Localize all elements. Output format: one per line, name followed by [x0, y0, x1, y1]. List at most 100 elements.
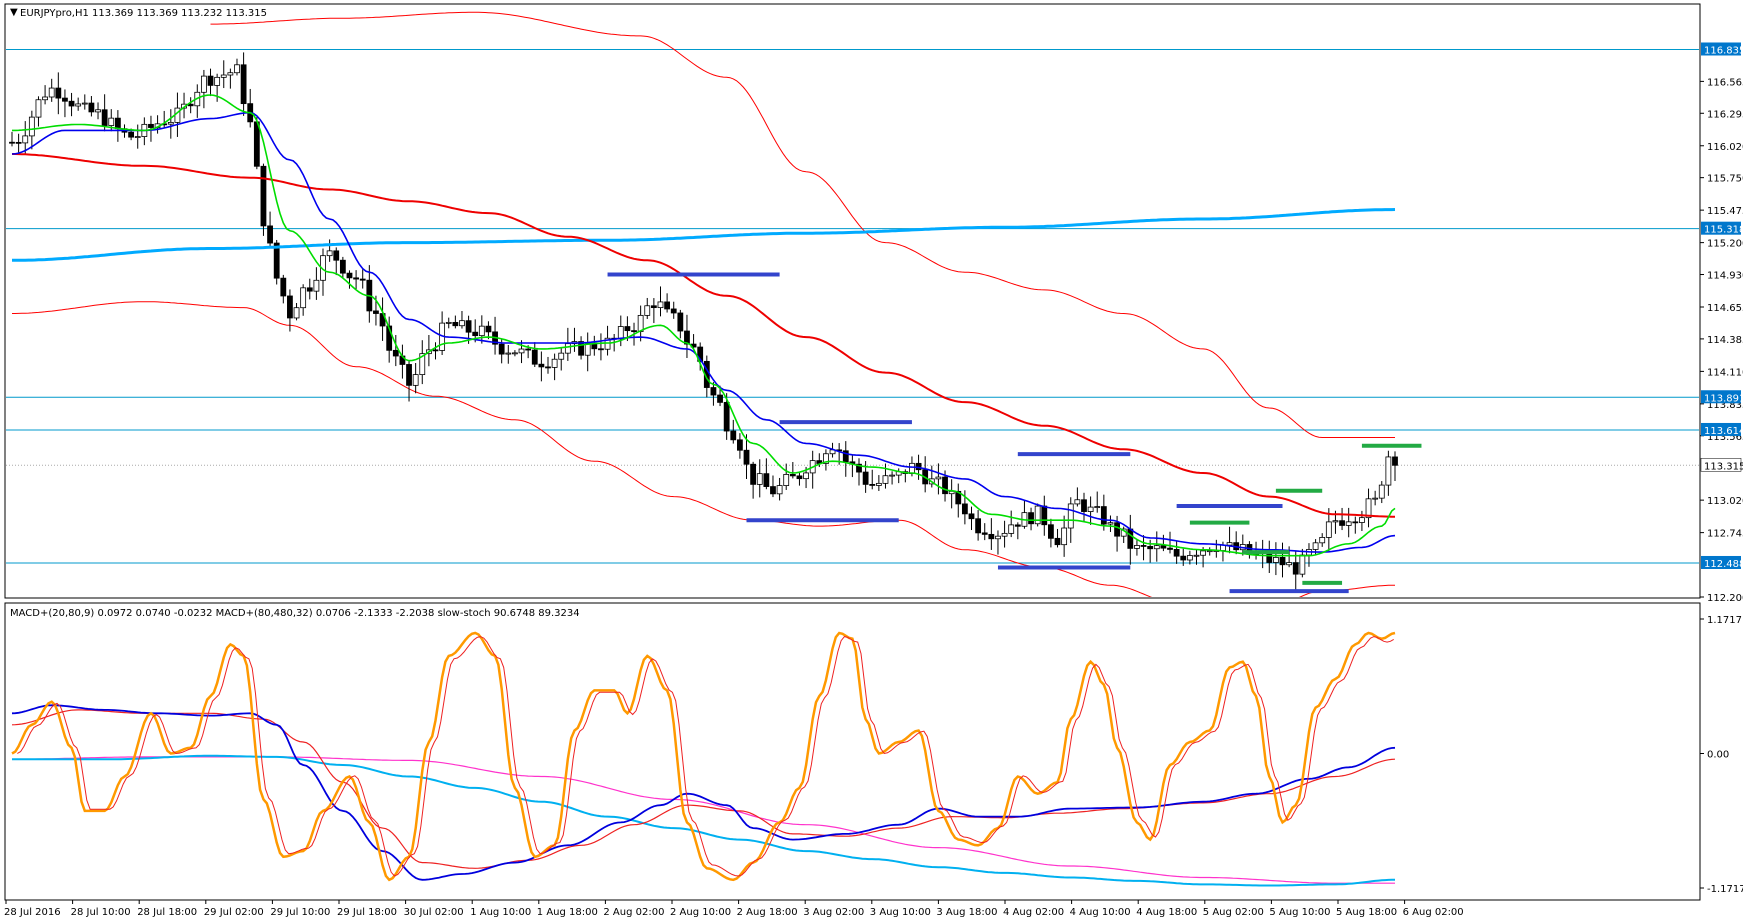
candle-body	[783, 474, 790, 486]
candle-body	[346, 272, 353, 279]
time-tick-label: 2 Aug 18:00	[737, 907, 798, 918]
candle-body	[1226, 542, 1233, 546]
candle-body	[1140, 545, 1147, 547]
time-tick-label: 30 Jul 02:00	[404, 907, 464, 918]
candle-body	[326, 250, 333, 257]
candle-body	[478, 325, 485, 337]
price-tick-label: 113.565	[1707, 432, 1743, 443]
candle-body	[392, 349, 399, 357]
candle-body	[498, 343, 505, 355]
candle-body	[293, 307, 300, 319]
candle-body	[677, 312, 684, 332]
candle-body	[81, 102, 88, 105]
candle-body	[512, 352, 518, 355]
indicator-header: MACD+(20,80,9) 0.0972 0.0740 -0.0232 MAC…	[10, 608, 580, 619]
time-tick-label: 2 Aug 02:00	[603, 907, 664, 918]
candle-body	[1372, 497, 1379, 500]
time-tick-label: 29 Jul 18:00	[337, 907, 397, 918]
candle-body	[128, 131, 135, 138]
candle-body	[35, 99, 42, 118]
level-price-tag-label: 113.891	[1704, 393, 1743, 404]
time-tick-label: 4 Aug 02:00	[1003, 907, 1064, 918]
candle-body	[1352, 521, 1359, 524]
candle-body	[62, 97, 68, 102]
candle-body	[1325, 521, 1332, 538]
candle-body	[22, 135, 29, 144]
candle-body	[988, 533, 995, 540]
candle-body	[1014, 524, 1021, 527]
candle-body	[598, 348, 604, 351]
candle-body	[1127, 528, 1134, 549]
candle-body	[889, 474, 895, 477]
price-tick-label: 116.020	[1707, 142, 1743, 153]
candle-body	[995, 535, 1001, 540]
candle-body	[88, 102, 95, 113]
macd-fast-signal-line	[11, 709, 1396, 869]
level-price-tag	[1701, 221, 1741, 235]
candle-body	[875, 482, 882, 486]
candle-body	[234, 64, 240, 74]
candle-body	[1074, 499, 1081, 505]
candle-body	[339, 259, 346, 274]
candle-body	[796, 475, 803, 480]
candle-body	[882, 475, 889, 484]
candle-body	[406, 364, 412, 386]
candle-body	[1114, 522, 1120, 537]
candle-body	[260, 165, 267, 227]
candle-body	[1034, 505, 1041, 525]
candle-body	[214, 76, 221, 86]
candle-body	[657, 301, 664, 309]
macd-fast-line	[11, 704, 1396, 881]
candle-body	[485, 325, 492, 333]
ema-fast-line	[12, 94, 1396, 557]
main-panel-frame	[4, 3, 1701, 599]
candle-body	[518, 348, 525, 354]
candle-body	[631, 330, 637, 333]
candle-body	[1339, 520, 1345, 526]
candle-body	[1385, 456, 1392, 486]
candle-body	[333, 250, 340, 261]
stoch-signal-line	[17, 636, 1394, 877]
candle-body	[803, 472, 809, 480]
candle-body	[207, 75, 214, 86]
candle-body	[756, 473, 763, 485]
candle-body	[1067, 503, 1074, 529]
candle-body	[280, 277, 287, 297]
candle-body	[909, 462, 915, 474]
candle-body	[1272, 556, 1279, 563]
time-tick-label: 29 Jul 10:00	[270, 907, 330, 918]
candle-body	[730, 430, 737, 441]
candle-body	[1081, 499, 1087, 512]
candle-body	[697, 346, 704, 362]
macd-slow-line	[12, 754, 1395, 887]
level-price-tag-label: 113.614	[1704, 426, 1743, 437]
candle-body	[465, 320, 472, 333]
candle-body	[1392, 456, 1398, 466]
candle-body	[664, 301, 671, 310]
candle-body	[1001, 532, 1008, 537]
time-tick-label: 5 Aug 18:00	[1336, 907, 1397, 918]
candle-body	[253, 121, 260, 167]
chart-dropdown-icon[interactable]: ▼	[10, 7, 18, 18]
candle-body	[300, 287, 307, 309]
level-price-tag	[1701, 422, 1741, 436]
candle-body	[981, 532, 988, 535]
candle-body	[1087, 506, 1094, 512]
candle-body	[717, 394, 723, 403]
time-tick-label: 4 Aug 18:00	[1136, 907, 1197, 918]
time-tick-label: 3 Aug 18:00	[936, 907, 997, 918]
candle-body	[776, 485, 783, 495]
candle-body	[419, 353, 426, 376]
candle-body	[1312, 542, 1319, 550]
moving-averages	[11, 94, 1396, 557]
candle-body	[975, 518, 982, 534]
candle-body	[472, 331, 479, 337]
level-lines	[6, 48, 1699, 564]
candle-body	[862, 471, 869, 485]
band-upper-line	[210, 11, 1395, 438]
candle-body	[1193, 554, 1200, 557]
candle-body	[736, 439, 743, 451]
price-tick-label: 112.200	[1707, 593, 1743, 604]
candle-body	[545, 366, 551, 369]
candle-body	[353, 277, 359, 280]
